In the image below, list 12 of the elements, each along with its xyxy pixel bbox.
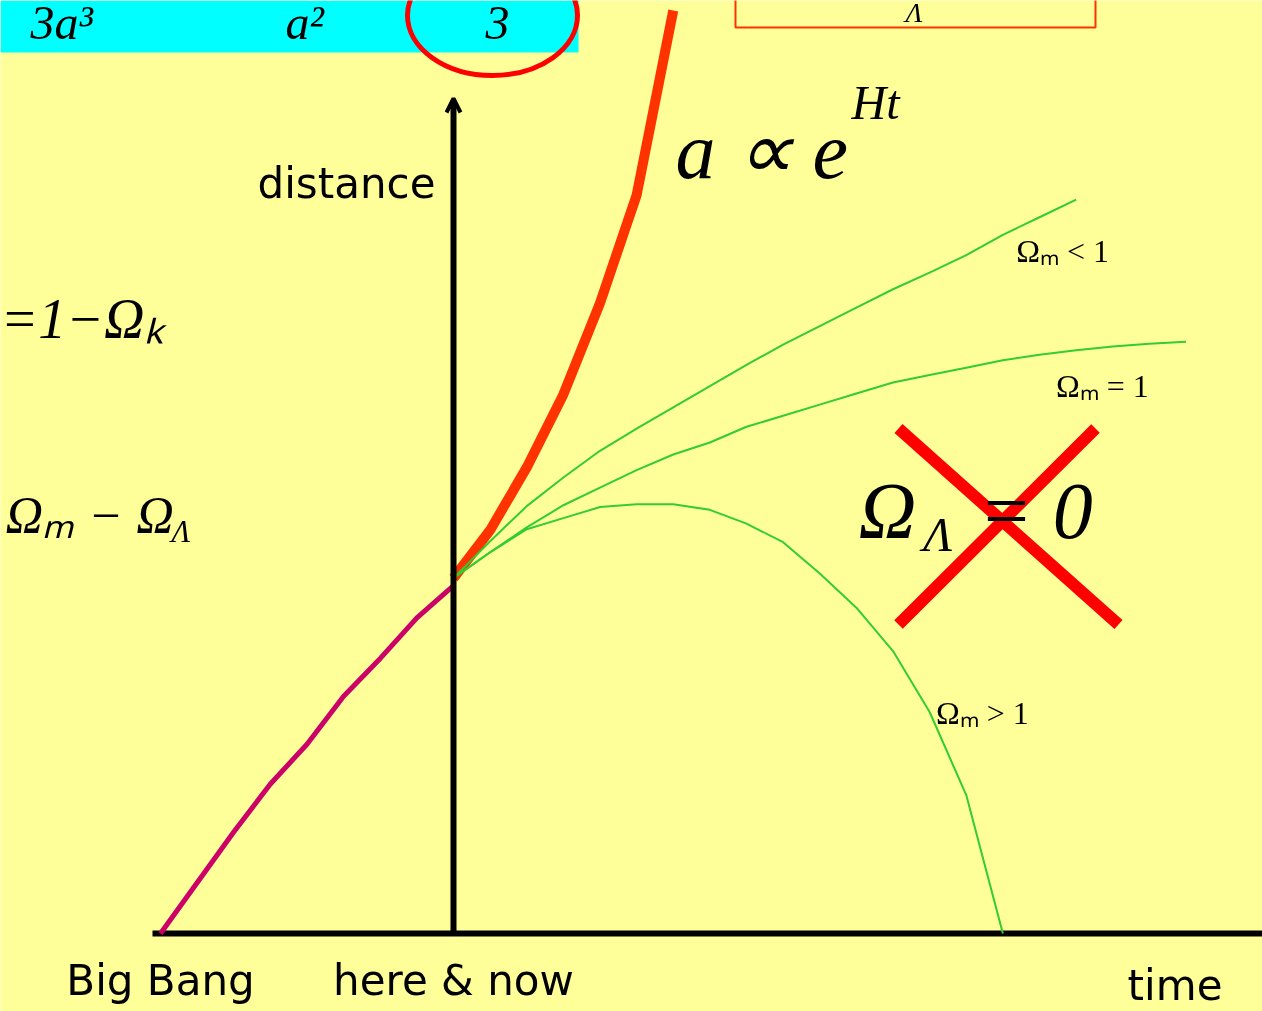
- annotation: Λ: [902, 0, 923, 28]
- x-axis-title: time: [1127, 961, 1223, 1010]
- annotation: 3: [484, 0, 510, 49]
- series-label: Ωₘ < 1: [1016, 232, 1109, 269]
- x-tick-label: here & now: [333, 956, 574, 1005]
- x-tick-label: Big Bang: [66, 956, 255, 1005]
- y-axis-title: distance: [257, 159, 436, 208]
- annotation: a²: [285, 0, 326, 49]
- series-label: Ωₘ > 1: [935, 694, 1029, 731]
- text: 3a³: [29, 0, 94, 49]
- series-label: Ωₘ = 1: [1056, 367, 1149, 404]
- annotation: =1−Ωₖ: [0, 287, 167, 350]
